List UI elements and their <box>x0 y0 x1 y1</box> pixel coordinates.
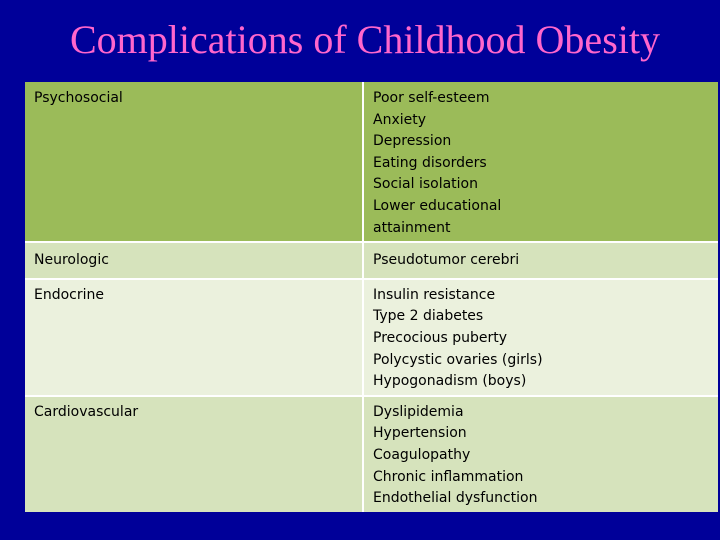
list-item: Endothelial dysfunction <box>373 490 538 507</box>
table-row-cardiovascular: Cardiovascular Dyslipidemia Hypertension… <box>25 395 718 512</box>
category-cell: Psychosocial <box>25 82 364 244</box>
list-item: Lower educational attainment <box>373 197 502 236</box>
table-row-neurologic: Neurologic Pseudotumor cerebri <box>25 242 718 280</box>
list-item: Anxiety <box>373 111 427 128</box>
list-item: Chronic inflammation <box>373 468 524 485</box>
list-item: Depression <box>373 133 452 150</box>
list-item: Dyslipidemia <box>373 403 464 420</box>
list-item: Coagulopathy <box>373 446 471 463</box>
list-item: Poor self-esteem <box>373 90 490 106</box>
list-item: Insulin resistance <box>373 286 496 303</box>
slide-title: Complications of Childhood Obesity <box>70 17 660 62</box>
category-cell: Endocrine <box>25 278 364 397</box>
table-row-endocrine: Endocrine Insulin resistance Type 2 diab… <box>25 278 718 397</box>
list-item: Type 2 diabetes <box>373 308 484 325</box>
category-cell: Neurologic <box>25 242 364 280</box>
list-item: Polycystic ovaries (girls) <box>373 351 543 368</box>
complications-table: Psychosocial Poor self-esteem Anxiety De… <box>25 82 718 512</box>
items-cell: Pseudotumor cerebri <box>363 242 718 280</box>
list-item: Social isolation <box>373 176 478 193</box>
list-item: Precocious puberty <box>373 329 508 346</box>
list-item: Hypogonadism (boys) <box>373 373 527 390</box>
table-row-psychosocial: Psychosocial Poor self-esteem Anxiety De… <box>25 82 718 244</box>
items-cell: Insulin resistance Type 2 diabetes Preco… <box>363 278 718 397</box>
list-item: Hypertension <box>373 425 467 442</box>
items-cell: Dyslipidemia Hypertension Coagulopathy C… <box>363 395 718 512</box>
list-item: Eating disorders <box>373 154 487 171</box>
list-item: Pseudotumor cerebri <box>373 252 520 269</box>
items-cell: Poor self-esteem Anxiety Depression Eati… <box>363 82 718 244</box>
category-cell: Cardiovascular <box>25 395 364 512</box>
